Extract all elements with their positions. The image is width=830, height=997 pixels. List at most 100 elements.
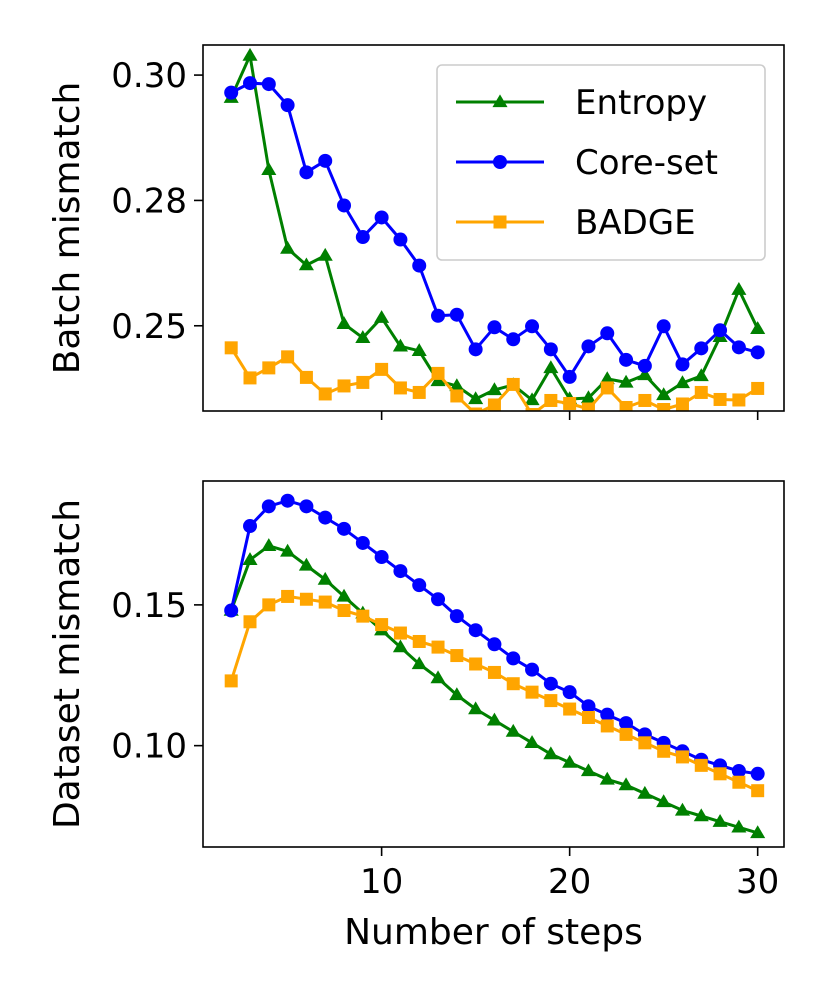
series-line-entropy	[229, 544, 759, 835]
data-point-entropy	[637, 367, 653, 381]
data-point-badge	[469, 657, 483, 671]
data-point-core-set	[449, 307, 464, 322]
data-point-badge	[224, 341, 238, 355]
data-point-entropy	[242, 552, 258, 566]
data-point-entropy	[750, 825, 766, 839]
data-point-entropy	[618, 777, 634, 791]
data-point-core-set	[487, 637, 502, 652]
data-point-core-set	[637, 358, 652, 373]
data-point-core-set	[468, 623, 483, 638]
data-point-core-set	[299, 499, 314, 514]
data-point-entropy	[674, 802, 691, 816]
data-point-entropy	[580, 390, 596, 404]
data-point-badge	[281, 589, 295, 603]
data-point-badge	[525, 408, 539, 411]
data-point-entropy	[693, 808, 709, 822]
data-point-entropy	[693, 368, 709, 382]
data-point-badge	[375, 362, 389, 376]
data-point-badge	[657, 402, 671, 411]
data-point-core-set	[581, 699, 596, 714]
data-point-badge	[544, 694, 558, 708]
data-point-badge	[487, 665, 501, 679]
data-point-badge	[450, 389, 464, 403]
legend-label-entropy: Entropy	[575, 83, 707, 123]
data-point-badge	[224, 674, 238, 688]
data-point-entropy	[430, 670, 446, 684]
x-tick-label: 30	[736, 862, 779, 902]
y-tick-label: 0.15	[111, 586, 187, 626]
data-point-badge	[563, 702, 577, 716]
data-point-core-set	[468, 342, 483, 357]
data-point-badge	[262, 598, 276, 612]
data-point-entropy	[280, 240, 296, 254]
data-point-core-set	[299, 165, 314, 180]
data-point-badge	[694, 385, 708, 399]
data-point-entropy	[524, 735, 540, 749]
data-point-entropy	[411, 656, 427, 670]
data-point-badge	[506, 677, 520, 691]
data-point-core-set	[600, 326, 615, 341]
data-point-badge	[393, 626, 407, 640]
data-point-core-set	[224, 603, 239, 618]
data-point-badge	[751, 381, 765, 395]
data-point-entropy	[449, 378, 465, 392]
series-line-core-set	[229, 499, 758, 776]
data-point-core-set	[355, 230, 370, 245]
data-point-entropy	[317, 247, 333, 261]
data-point-entropy	[637, 785, 653, 799]
data-point-entropy	[298, 257, 314, 271]
data-point-badge	[657, 744, 671, 758]
data-point-badge	[563, 396, 577, 410]
data-point-entropy	[731, 282, 747, 295]
data-point-entropy	[674, 375, 691, 389]
data-point-badge	[713, 767, 727, 781]
data-point-core-set	[412, 258, 427, 273]
x-tick-label: 20	[548, 862, 591, 902]
data-point-core-set	[619, 352, 634, 367]
data-point-entropy	[731, 819, 747, 833]
legend-marker-badge	[493, 215, 507, 229]
data-point-badge	[356, 375, 370, 389]
plot-area	[223, 493, 766, 839]
data-point-core-set	[656, 319, 671, 334]
data-point-core-set	[543, 676, 558, 691]
data-point-core-set	[562, 369, 577, 384]
data-point-badge	[581, 402, 595, 411]
data-point-badge	[751, 784, 765, 798]
y-tick-label: 0.10	[111, 727, 187, 767]
data-point-entropy	[543, 360, 559, 374]
data-point-badge	[299, 370, 313, 384]
data-point-badge	[375, 618, 389, 632]
data-point-core-set	[280, 493, 295, 508]
data-point-core-set	[581, 339, 596, 354]
data-point-badge	[619, 400, 633, 411]
data-point-core-set	[355, 535, 370, 550]
data-point-entropy	[468, 701, 484, 715]
data-point-entropy	[336, 316, 352, 329]
data-point-core-set	[713, 323, 728, 338]
data-point-entropy	[656, 387, 672, 401]
data-point-entropy	[543, 746, 559, 760]
data-point-entropy	[280, 543, 296, 557]
data-point-badge	[581, 710, 595, 724]
dataset-mismatch-panel: 0.10 0.15 10 20 30 Dataset mismatch Number of …	[47, 480, 785, 953]
data-point-entropy	[449, 687, 465, 701]
data-point-badge	[732, 775, 746, 789]
legend-box	[436, 64, 766, 261]
legend-marker-entropy	[492, 94, 508, 108]
data-point-core-set	[675, 357, 690, 372]
data-point-entropy	[505, 723, 521, 737]
data-point-entropy	[599, 371, 615, 385]
data-point-badge	[243, 371, 257, 385]
data-point-badge	[393, 381, 407, 395]
data-point-entropy	[242, 47, 258, 61]
y-tick-label: 0.25	[111, 307, 187, 347]
data-point-core-set	[374, 210, 389, 225]
y-tick-label: 0.28	[111, 181, 187, 221]
data-point-core-set	[506, 332, 521, 347]
data-point-core-set	[243, 519, 258, 534]
data-point-badge	[713, 392, 727, 406]
data-point-core-set	[543, 342, 558, 357]
data-point-entropy	[580, 763, 596, 777]
